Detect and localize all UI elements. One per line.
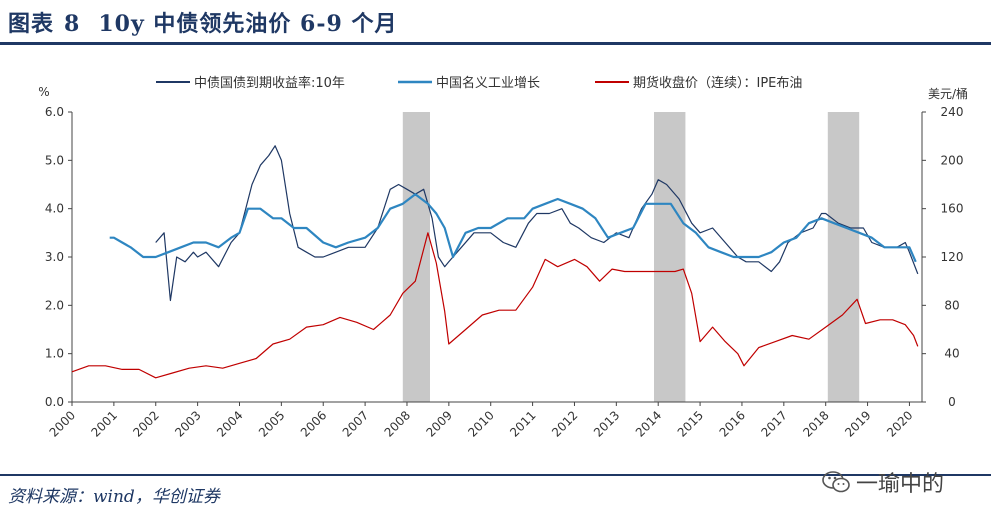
title-rule <box>0 42 991 45</box>
right-tick-label: 80 <box>944 298 959 312</box>
left-tick-label: 0.0 <box>45 395 64 409</box>
x-tick-label: 2005 <box>256 408 287 439</box>
x-tick-label: 2000 <box>47 408 78 439</box>
figure-number: 8 <box>64 11 81 37</box>
recession-shades <box>402 112 860 402</box>
left-tick-label: 5.0 <box>45 153 64 167</box>
right-tick-label: 240 <box>941 105 964 119</box>
source-rule <box>0 474 991 476</box>
x-tick-label: 2008 <box>382 408 413 439</box>
x-tick-label: 2012 <box>549 408 580 439</box>
x-tick-label: 2015 <box>675 408 706 439</box>
left-tick-label: 6.0 <box>45 105 64 119</box>
legend: 中债国债到期收益率:10年 中国名义工业增长 期货收盘价（连续）：IPE布油 <box>156 75 802 91</box>
series-line-2 <box>71 232 919 379</box>
x-tick-label: 2007 <box>340 408 371 439</box>
x-tick-label: 2002 <box>130 408 161 439</box>
x-tick-label: 2014 <box>633 408 664 439</box>
x-tick-label: 2010 <box>465 408 496 439</box>
x-tick-label: 2009 <box>423 408 454 439</box>
right-tick-label: 40 <box>944 347 959 361</box>
right-axis: 0 40 80 120 160 200 240 美元/桶 <box>922 86 968 409</box>
right-tick-label: 120 <box>941 250 964 264</box>
figure-label: 图表 <box>8 11 55 37</box>
right-axis-unit: 美元/桶 <box>928 86 968 101</box>
shade-band-2 <box>827 112 860 402</box>
figure-title: 图表 8 10y 中债领先油价 6-9 个月 <box>8 6 397 38</box>
x-axis: 2000 2001 2002 2003 2004 2005 2006 2007 2008 2009… <box>47 402 916 440</box>
x-tick-label: 2003 <box>172 408 203 439</box>
right-tick-label: 200 <box>941 153 964 167</box>
x-tick-label: 2020 <box>884 408 915 439</box>
x-tick-label: 2016 <box>717 408 748 439</box>
x-tick-label: 2019 <box>842 408 873 439</box>
legend-label-2: 期货收盘价（连续）：IPE布油 <box>633 75 802 91</box>
right-tick-label: 160 <box>941 202 964 216</box>
shade-band-0 <box>402 112 431 402</box>
left-tick-label: 3.0 <box>45 250 64 264</box>
source-note: 资料来源：wind，华创证券 <box>8 487 220 507</box>
watermark-text: 一瑜中的 <box>856 472 945 497</box>
legend-label-1: 中国名义工业增长 <box>436 75 540 91</box>
x-tick-label: 2001 <box>88 408 119 439</box>
legend-label-0: 中债国债到期收益率:10年 <box>194 75 345 91</box>
series-lines <box>71 145 919 379</box>
x-tick-label: 2018 <box>800 408 831 439</box>
x-tick-label: 2013 <box>591 408 622 439</box>
plot-frame <box>71 112 923 403</box>
shade-band-1 <box>654 112 686 402</box>
left-tick-label: 1.0 <box>45 347 64 361</box>
left-tick-label: 4.0 <box>45 202 64 216</box>
x-tick-label: 2006 <box>298 408 329 439</box>
right-tick-label: 0 <box>948 395 956 409</box>
wechat-icon <box>822 471 850 493</box>
watermark: 一瑜中的 <box>822 466 944 498</box>
left-axis: 0.0 1.0 2.0 3.0 4.0 5.0 6.0% <box>38 85 72 409</box>
chart: 0.0 1.0 2.0 3.0 4.0 5.0 6.0% 0 40 80 120 160 200 240… <box>38 75 968 440</box>
x-tick-label: 2011 <box>507 408 538 439</box>
x-tick-label: 2017 <box>758 408 789 439</box>
figure-title-text: 10y 中债领先油价 6-9 个月 <box>98 11 398 37</box>
series-line-1 <box>109 193 917 263</box>
left-axis-unit: % <box>38 85 49 99</box>
x-tick-label: 2004 <box>214 408 245 439</box>
left-tick-label: 2.0 <box>45 298 64 312</box>
